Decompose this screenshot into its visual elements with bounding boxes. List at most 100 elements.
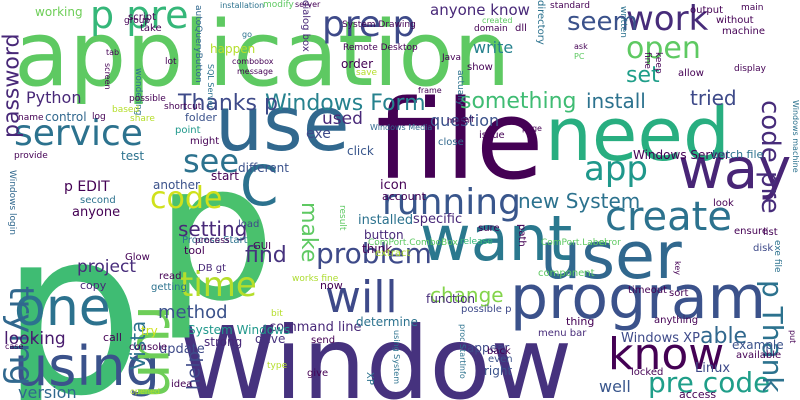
cloud-word-service: service — [14, 113, 143, 154]
cloud-word-p-thank: p Thank — [756, 280, 789, 393]
cloud-word-specific: specific — [413, 212, 462, 227]
cloud-word-xp: XP — [364, 372, 375, 385]
cloud-word-key: key — [673, 261, 682, 275]
cloud-word-standard: standard — [550, 1, 590, 11]
cloud-word-main: main — [741, 3, 764, 13]
cloud-word-run: run — [124, 305, 189, 399]
cloud-word-show: show — [467, 62, 493, 73]
cloud-word-back: back — [487, 346, 511, 357]
cloud-word-gui: GUI — [253, 241, 271, 252]
cloud-word-using-system: using System — [392, 330, 401, 384]
cloud-word-folder: folder — [185, 111, 217, 124]
cloud-word-new-system: new System — [518, 189, 640, 213]
cloud-word-sql-server: SQL Server — [206, 64, 215, 109]
cloud-word-locked: locked — [631, 367, 663, 378]
cloud-word-idea: idea — [171, 379, 192, 390]
cloud-word-know: know — [608, 329, 724, 380]
cloud-word-path: path — [516, 224, 527, 247]
cloud-word-proc-startinfo: proc StartInfo — [458, 324, 467, 379]
cloud-word-time: time — [180, 265, 257, 305]
cloud-word-installed: installed — [358, 213, 413, 228]
cloud-word-machine: machine — [722, 26, 765, 37]
cloud-word-method: method — [158, 302, 228, 323]
cloud-word-windows-form: Windows Form — [265, 91, 426, 116]
cloud-word-directory: directory — [535, 0, 546, 45]
cloud-word-update: update — [159, 342, 205, 357]
cloud-word-put: put — [788, 330, 797, 343]
cloud-word-set: set — [626, 63, 660, 88]
cloud-word-name: name — [18, 113, 44, 123]
cloud-word-c: C — [240, 154, 278, 218]
cloud-word-provide: provide — [14, 151, 48, 161]
cloud-word-project: project — [77, 257, 136, 277]
cloud-word-another: another — [153, 178, 200, 192]
cloud-word-click: click — [347, 144, 374, 158]
cloud-word-read: read — [159, 271, 182, 282]
cloud-word-autoquerybutton: autoQueryButton — [193, 5, 203, 83]
cloud-word-happen: happen — [210, 42, 255, 56]
cloud-word-might: might — [190, 136, 219, 147]
cloud-word-output: output — [690, 5, 723, 16]
cloud-word-app: app — [584, 149, 648, 189]
cloud-word-trying: trying — [1, 286, 41, 386]
cloud-word-program: program — [510, 263, 766, 333]
cloud-word-appear: appear — [467, 341, 509, 355]
cloud-word-getting: getting — [151, 282, 187, 293]
cloud-word-message: message — [237, 67, 273, 76]
cloud-word-bit: bit — [271, 309, 283, 319]
cloud-word-menu-bar: menu bar — [538, 328, 587, 339]
cloud-word-access: access — [679, 388, 716, 400]
cloud-word-write: write — [473, 38, 513, 57]
cloud-word-different: different — [238, 161, 289, 175]
cloud-word-second: second — [80, 195, 116, 206]
cloud-word-process-start: Process Start — [182, 235, 248, 246]
cloud-word-using: using — [14, 335, 160, 398]
cloud-word-window: Window — [178, 305, 572, 400]
cloud-word-file: file — [376, 76, 544, 204]
cloud-word-think: think — [362, 242, 392, 256]
cloud-word-remote-desktop: Remote Desktop — [343, 43, 418, 53]
cloud-word-sure: sure — [478, 223, 500, 234]
cloud-word-call: call — [103, 331, 122, 344]
cloud-word-problem: problem — [316, 237, 432, 270]
cloud-word-exe-file: exe file — [772, 240, 782, 273]
cloud-word-code: code — [150, 181, 222, 216]
cloud-word-db-gt: DB gt — [198, 263, 226, 274]
cloud-word-p-edit: p EDIT — [64, 179, 110, 195]
cloud-word-comport-label: ComPort.Label — [541, 238, 607, 248]
cloud-word-list: list — [763, 227, 778, 238]
cloud-word-even: even — [488, 354, 513, 365]
cloud-word-disk: disk — [753, 243, 773, 254]
cloud-word-anything: anything — [654, 315, 698, 326]
cloud-word-function: function — [426, 292, 475, 306]
cloud-word-batch-file: batch file — [712, 148, 764, 161]
cloud-word-something: something — [460, 89, 576, 114]
cloud-word-system-drawing: System Drawing — [342, 20, 416, 30]
cloud-word-error: error — [599, 238, 621, 248]
cloud-word-installation: installation — [220, 1, 264, 10]
cloud-word-frame: frame — [418, 86, 442, 95]
cloud-word-one: one — [14, 278, 111, 338]
cloud-word-drive: drive — [255, 332, 285, 346]
cloud-word-command-line: command line — [269, 320, 361, 335]
cloud-word-windows-login: Windows login — [7, 170, 17, 235]
cloud-word-written: written — [618, 6, 628, 38]
cloud-word-works-fine: works fine — [292, 274, 339, 284]
cloud-word-well: well — [599, 377, 631, 396]
cloud-word-allow: allow — [678, 68, 704, 79]
cloud-word-java: Java — [441, 53, 461, 63]
cloud-word-version: version — [18, 383, 77, 400]
cloud-word-application: application — [14, 2, 510, 107]
cloud-word-order: order — [341, 57, 373, 71]
cloud-word-strong: strong — [204, 335, 242, 349]
cloud-word-extract: extract — [375, 248, 411, 259]
cloud-word-icon: icon — [380, 178, 407, 193]
cloud-word-fine: fine — [642, 52, 652, 69]
cloud-word-component: component — [538, 268, 595, 279]
cloud-word-tell: tell — [461, 115, 474, 124]
cloud-word-try: try — [141, 324, 158, 338]
cloud-word-change: change — [430, 283, 504, 307]
cloud-word-close: close — [438, 137, 464, 148]
